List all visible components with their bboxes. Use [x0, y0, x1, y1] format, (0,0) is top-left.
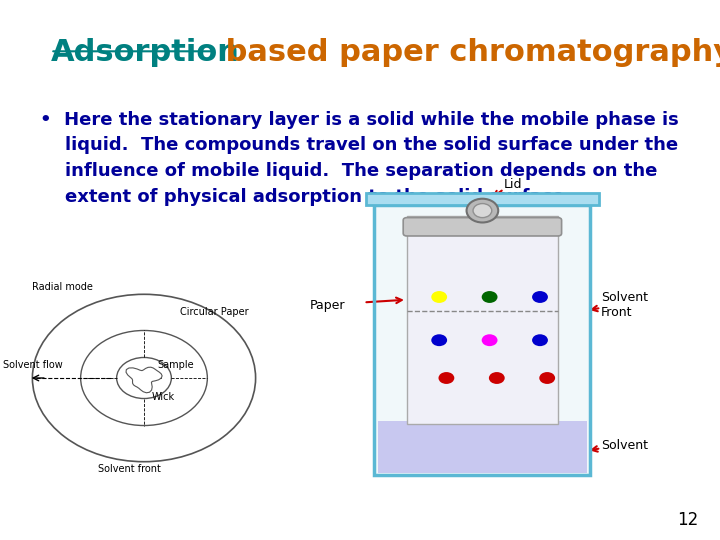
Text: Wick: Wick: [151, 392, 174, 402]
Text: Solvent: Solvent: [601, 439, 648, 452]
Text: Solvent front: Solvent front: [98, 464, 161, 475]
Text: based paper chromatography: based paper chromatography: [215, 38, 720, 67]
Text: Adsorption: Adsorption: [50, 38, 239, 67]
Text: Solvent
Front: Solvent Front: [601, 291, 648, 319]
Circle shape: [438, 372, 454, 384]
Circle shape: [467, 199, 498, 222]
Text: 12: 12: [677, 511, 698, 529]
FancyBboxPatch shape: [403, 218, 562, 236]
Text: Radial mode: Radial mode: [32, 281, 94, 292]
Circle shape: [473, 204, 492, 218]
Circle shape: [431, 291, 447, 303]
Circle shape: [482, 334, 498, 346]
Circle shape: [532, 334, 548, 346]
Text: •  Here the stationary layer is a solid while the mobile phase is
    liquid.  T: • Here the stationary layer is a solid w…: [40, 111, 678, 206]
Text: Paper: Paper: [310, 299, 345, 312]
Bar: [407, 216, 558, 424]
Text: Solvent flow: Solvent flow: [3, 360, 63, 370]
Circle shape: [532, 291, 548, 303]
Circle shape: [482, 291, 498, 303]
Circle shape: [539, 372, 555, 384]
Bar: [374, 205, 590, 475]
Bar: [366, 193, 599, 205]
Bar: [378, 421, 587, 472]
Text: Lid: Lid: [504, 178, 523, 191]
Circle shape: [489, 372, 505, 384]
Circle shape: [431, 334, 447, 346]
Text: Sample: Sample: [157, 360, 194, 370]
Text: Circular Paper: Circular Paper: [180, 307, 248, 317]
Bar: [374, 205, 590, 475]
